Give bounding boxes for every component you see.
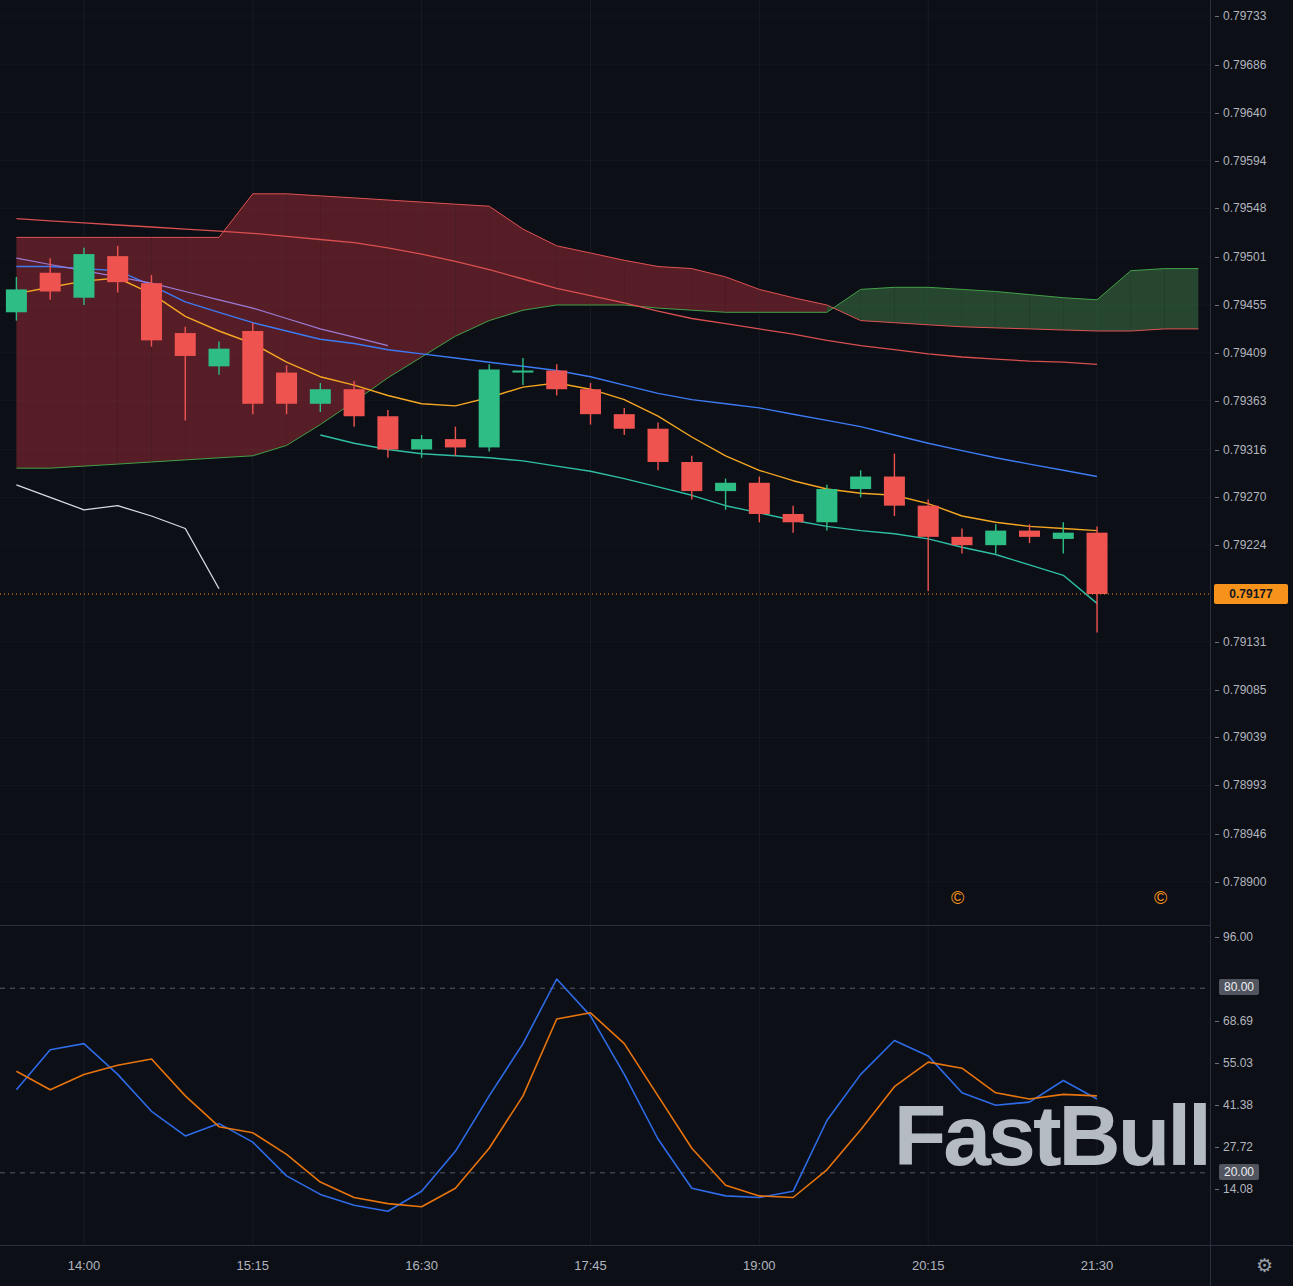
candle bbox=[479, 364, 500, 451]
price-axis-label: 0.79270 bbox=[1223, 490, 1266, 504]
time-axis-label: 19:00 bbox=[743, 1258, 776, 1273]
price-axis-label: 0.79039 bbox=[1223, 730, 1266, 744]
price-axis-label: 0.79548 bbox=[1223, 201, 1266, 215]
main-chart-panel[interactable] bbox=[0, 0, 1210, 925]
stoch-axis-label: 41.38 bbox=[1223, 1098, 1253, 1112]
ichimoku-cloud-bearish bbox=[624, 260, 658, 308]
candle bbox=[715, 479, 736, 510]
ma-white-line bbox=[16, 485, 219, 589]
candle bbox=[816, 485, 837, 531]
stoch-axis-label: 20.00 bbox=[1219, 1164, 1259, 1180]
stoch-axis-label: 68.69 bbox=[1223, 1014, 1253, 1028]
ichimoku-cloud-bullish bbox=[861, 287, 895, 322]
candle bbox=[783, 506, 804, 533]
stochastic-chart[interactable] bbox=[0, 926, 1210, 1246]
stoch-axis-label: 27.72 bbox=[1223, 1140, 1253, 1154]
stoch-k-line bbox=[16, 979, 1097, 1211]
ichimoku-cloud-bullish bbox=[996, 291, 1030, 328]
candle bbox=[884, 454, 905, 516]
time-axis-label: 16:30 bbox=[405, 1258, 438, 1273]
candle bbox=[985, 524, 1006, 553]
stoch-axis-label: 14.08 bbox=[1223, 1182, 1253, 1196]
current-price-label: 0.79177 bbox=[1214, 584, 1288, 604]
ichimoku-cloud-bearish bbox=[489, 206, 523, 320]
price-axis-label: 0.79085 bbox=[1223, 683, 1266, 697]
price-axis-label: 0.79316 bbox=[1223, 443, 1266, 457]
price-axis-label: 0.79594 bbox=[1223, 154, 1266, 168]
ichimoku-cloud-bullish bbox=[894, 287, 928, 324]
ichimoku-cloud-bearish bbox=[422, 202, 456, 357]
price-axis-label: 0.79501 bbox=[1223, 250, 1266, 264]
axis-divider bbox=[1210, 1246, 1211, 1286]
copyright-icon: © bbox=[1154, 889, 1167, 907]
stoch-axis-label: 80.00 bbox=[1219, 979, 1259, 995]
ichimoku-cloud-bullish bbox=[1165, 269, 1199, 329]
ichimoku-cloud-bearish bbox=[16, 237, 50, 468]
ichimoku-cloud-bearish bbox=[354, 198, 388, 402]
time-axis-label: 15:15 bbox=[237, 1258, 270, 1273]
trading-chart-app: © © FastBull 0.79177 0.797330.796860.796… bbox=[0, 0, 1293, 1286]
ichimoku-cloud-bearish bbox=[523, 229, 557, 310]
candle bbox=[512, 358, 533, 385]
ichimoku-cloud-bearish bbox=[455, 204, 489, 336]
candle bbox=[242, 323, 263, 414]
stochastic-panel[interactable] bbox=[0, 925, 1210, 1246]
time-axis-label: 14:00 bbox=[68, 1258, 101, 1273]
stoch-axis-label: 96.00 bbox=[1223, 930, 1253, 944]
ichimoku-cloud-bearish bbox=[793, 298, 827, 313]
candle bbox=[141, 275, 162, 347]
price-axis[interactable]: 0.79177 0.79733 0.79686 0.79640 0.79594 0.79… bbox=[1210, 0, 1293, 1245]
price-axis-label: 0.79733 bbox=[1223, 9, 1266, 23]
candle bbox=[648, 422, 669, 470]
time-axis-label: 21:30 bbox=[1081, 1258, 1114, 1273]
ichimoku-cloud-bullish bbox=[1030, 295, 1064, 330]
candle bbox=[1053, 522, 1074, 553]
copyright-icon: © bbox=[951, 889, 964, 907]
price-axis-label: 0.78946 bbox=[1223, 827, 1266, 841]
ichimoku-cloud-bullish bbox=[928, 287, 962, 327]
time-axis[interactable]: ⚙ 14:00 15:15 16:30 17:45 19:00 20:15 21:30 bbox=[0, 1245, 1293, 1286]
price-axis-label: 0.78900 bbox=[1223, 875, 1266, 889]
ichimoku-cloud-bearish bbox=[557, 246, 591, 305]
ichimoku-cloud-bullish bbox=[1097, 271, 1131, 331]
settings-gear-icon[interactable]: ⚙ bbox=[1256, 1254, 1273, 1277]
candlestick-chart[interactable] bbox=[0, 0, 1210, 925]
candle bbox=[580, 383, 601, 425]
price-axis-label: 0.79686 bbox=[1223, 58, 1266, 72]
candle bbox=[1087, 526, 1108, 632]
candle bbox=[749, 477, 770, 523]
candle bbox=[614, 408, 635, 435]
ichimoku-cloud-bearish bbox=[759, 289, 793, 312]
time-axis-label: 20:15 bbox=[912, 1258, 945, 1273]
price-axis-label: 0.79131 bbox=[1223, 635, 1266, 649]
price-axis-label: 0.79409 bbox=[1223, 346, 1266, 360]
ichimoku-cloud-bullish bbox=[1131, 269, 1165, 331]
stoch-d-line bbox=[16, 1013, 1097, 1207]
ichimoku-cloud-bearish bbox=[726, 277, 760, 312]
price-axis-label: 0.79640 bbox=[1223, 106, 1266, 120]
ichimoku-cloud-bullish bbox=[962, 289, 996, 327]
candle bbox=[951, 529, 972, 554]
price-axis-label: 0.79363 bbox=[1223, 394, 1266, 408]
ichimoku-cloud-bearish bbox=[658, 267, 692, 311]
time-axis-label: 17:45 bbox=[574, 1258, 607, 1273]
candle bbox=[73, 248, 94, 305]
price-axis-label: 0.79224 bbox=[1223, 538, 1266, 552]
stoch-axis-label: 55.03 bbox=[1223, 1056, 1253, 1070]
ichimoku-cloud-bullish bbox=[1063, 298, 1097, 331]
candle bbox=[445, 427, 466, 456]
ichimoku-cloud-bearish bbox=[253, 194, 287, 456]
price-axis-label: 0.78993 bbox=[1223, 778, 1266, 792]
price-axis-label: 0.79455 bbox=[1223, 298, 1266, 312]
